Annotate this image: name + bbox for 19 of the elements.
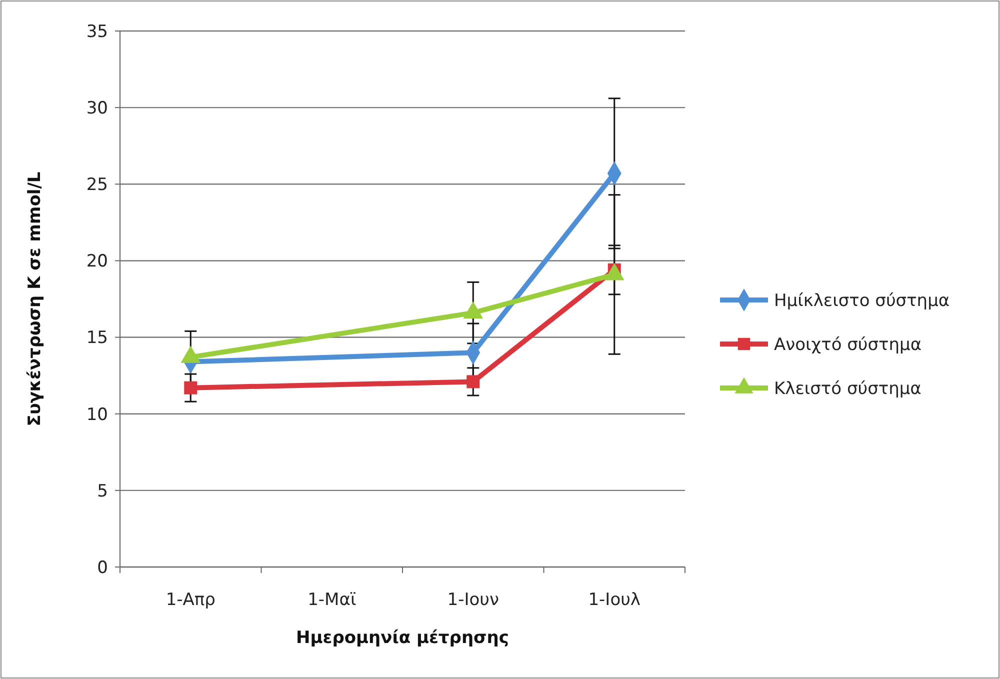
legend-label: Ανοιχτό σύστημα bbox=[774, 334, 922, 355]
y-tick-label: 20 bbox=[86, 252, 108, 272]
legend-label: Κλειστό σύστημα bbox=[774, 378, 922, 399]
x-axis-title: Ημερομηνία μέτρησης bbox=[296, 628, 509, 648]
y-tick-label: 35 bbox=[86, 22, 108, 42]
x-tick-label: 1-Ιουν bbox=[447, 590, 499, 610]
y-tick-label: 0 bbox=[97, 558, 108, 578]
y-tick-label: 15 bbox=[86, 328, 108, 348]
y-tick-label: 25 bbox=[86, 175, 108, 196]
y-axis-title: Συγκέντρωση Κ σε mmol/L bbox=[25, 172, 45, 426]
y-tick-label: 5 bbox=[97, 481, 108, 502]
legend-label: Ημίκλειστο σύστημα bbox=[774, 290, 950, 311]
point bbox=[466, 375, 480, 388]
point bbox=[184, 381, 198, 394]
x-tick-label: 1-Μαϊ bbox=[308, 590, 356, 610]
x-tick-label: 1-Ιουλ bbox=[588, 590, 641, 610]
y-tick-label: 30 bbox=[86, 98, 108, 119]
y-tick-label: 10 bbox=[86, 404, 108, 425]
x-tick-label: 1-Απρ bbox=[166, 590, 216, 610]
